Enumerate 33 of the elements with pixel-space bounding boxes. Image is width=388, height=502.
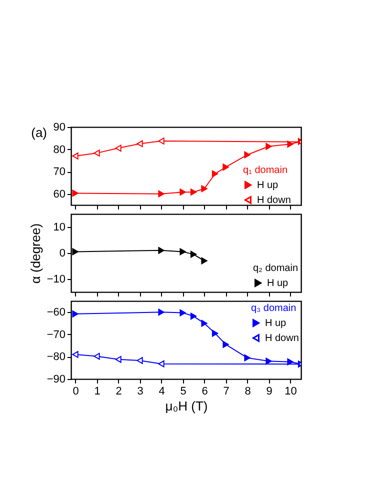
x-tick-label: 3 — [137, 386, 144, 398]
x-tick-label: 9 — [266, 386, 272, 398]
y-tick-label: 80 — [53, 144, 66, 156]
legend-label: H down — [265, 333, 299, 344]
y-tick-label: −10 — [46, 274, 66, 286]
legend-title: q₃ domain — [251, 303, 296, 314]
x-tick-label: 2 — [116, 386, 122, 398]
y-tick-label: 90 — [53, 122, 66, 134]
x-tick-label: 8 — [244, 386, 251, 398]
y-tick-label: 0 — [59, 248, 66, 260]
x-axis-title: μ₀H (T) — [165, 398, 208, 414]
y-tick-label: 70 — [53, 166, 66, 178]
legend-label: H up — [257, 180, 279, 191]
x-tick-label: 7 — [223, 386, 230, 398]
text: (a) — [31, 125, 47, 140]
x-tick-label: 1 — [94, 386, 100, 398]
y-tick-label: −90 — [46, 374, 66, 386]
y-tick-label: −80 — [46, 351, 66, 364]
y-tick-label: −70 — [46, 328, 66, 341]
legend-title: q₂ domain — [253, 263, 298, 274]
x-tick-label: 5 — [180, 386, 186, 398]
y-tick-label: −60 — [46, 306, 66, 319]
y-tick-label: 10 — [53, 222, 66, 234]
legend-label: H down — [257, 195, 291, 206]
y-axis-title: α (degree) — [28, 223, 43, 284]
x-tick-label: 4 — [158, 386, 165, 398]
x-tick-label: 6 — [202, 386, 208, 398]
y-tick-label: 60 — [53, 188, 66, 200]
x-tick-label: 10 — [284, 386, 297, 398]
legend-label: H up — [265, 318, 287, 329]
x-tick-label: 0 — [72, 386, 79, 398]
legend-title: q₁ domain — [243, 165, 288, 176]
legend-label: H up — [267, 278, 289, 289]
